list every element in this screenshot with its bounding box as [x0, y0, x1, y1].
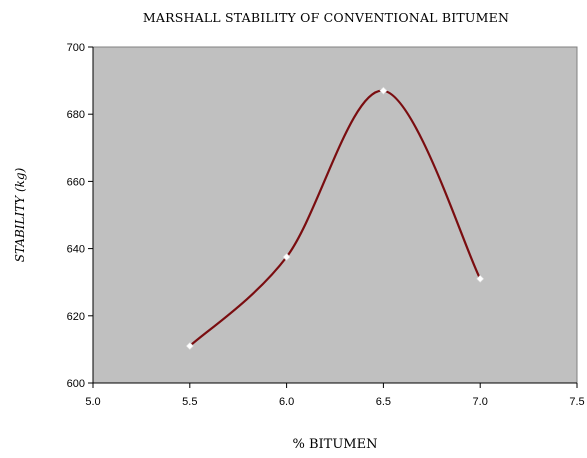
axis-ticks: 600 620 640 660 680 700 5.0 5.5 6.0 6.5 7.0 7.5 [67, 42, 585, 408]
data-point [282, 253, 291, 261]
data-point [185, 342, 194, 350]
x-tick-label: 6.0 [279, 396, 294, 408]
x-tick-label: 5.0 [85, 396, 100, 408]
y-tick-label: 680 [67, 109, 85, 121]
data-markers [185, 86, 485, 350]
chart-title: MARSHALL STABILITY OF CONVENTIONAL BITUM… [143, 10, 509, 25]
y-tick-label: 700 [67, 42, 85, 54]
x-tick-label: 6.5 [376, 396, 391, 408]
data-point [379, 86, 388, 95]
y-tick-label: 600 [67, 378, 85, 390]
x-tick-label: 7.0 [473, 396, 488, 408]
x-axis-label: % BITUMEN [293, 437, 378, 452]
x-tick-label: 5.5 [182, 396, 197, 408]
y-tick-label: 640 [67, 244, 85, 256]
y-tick-label: 620 [67, 311, 85, 323]
y-tick-label: 660 [67, 176, 85, 188]
series-line [189, 89, 482, 347]
data-point [476, 274, 485, 283]
plot-area [92, 46, 578, 384]
x-tick-label: 7.5 [569, 396, 584, 408]
y-axis-label: STABILITY (kg) [13, 167, 27, 262]
